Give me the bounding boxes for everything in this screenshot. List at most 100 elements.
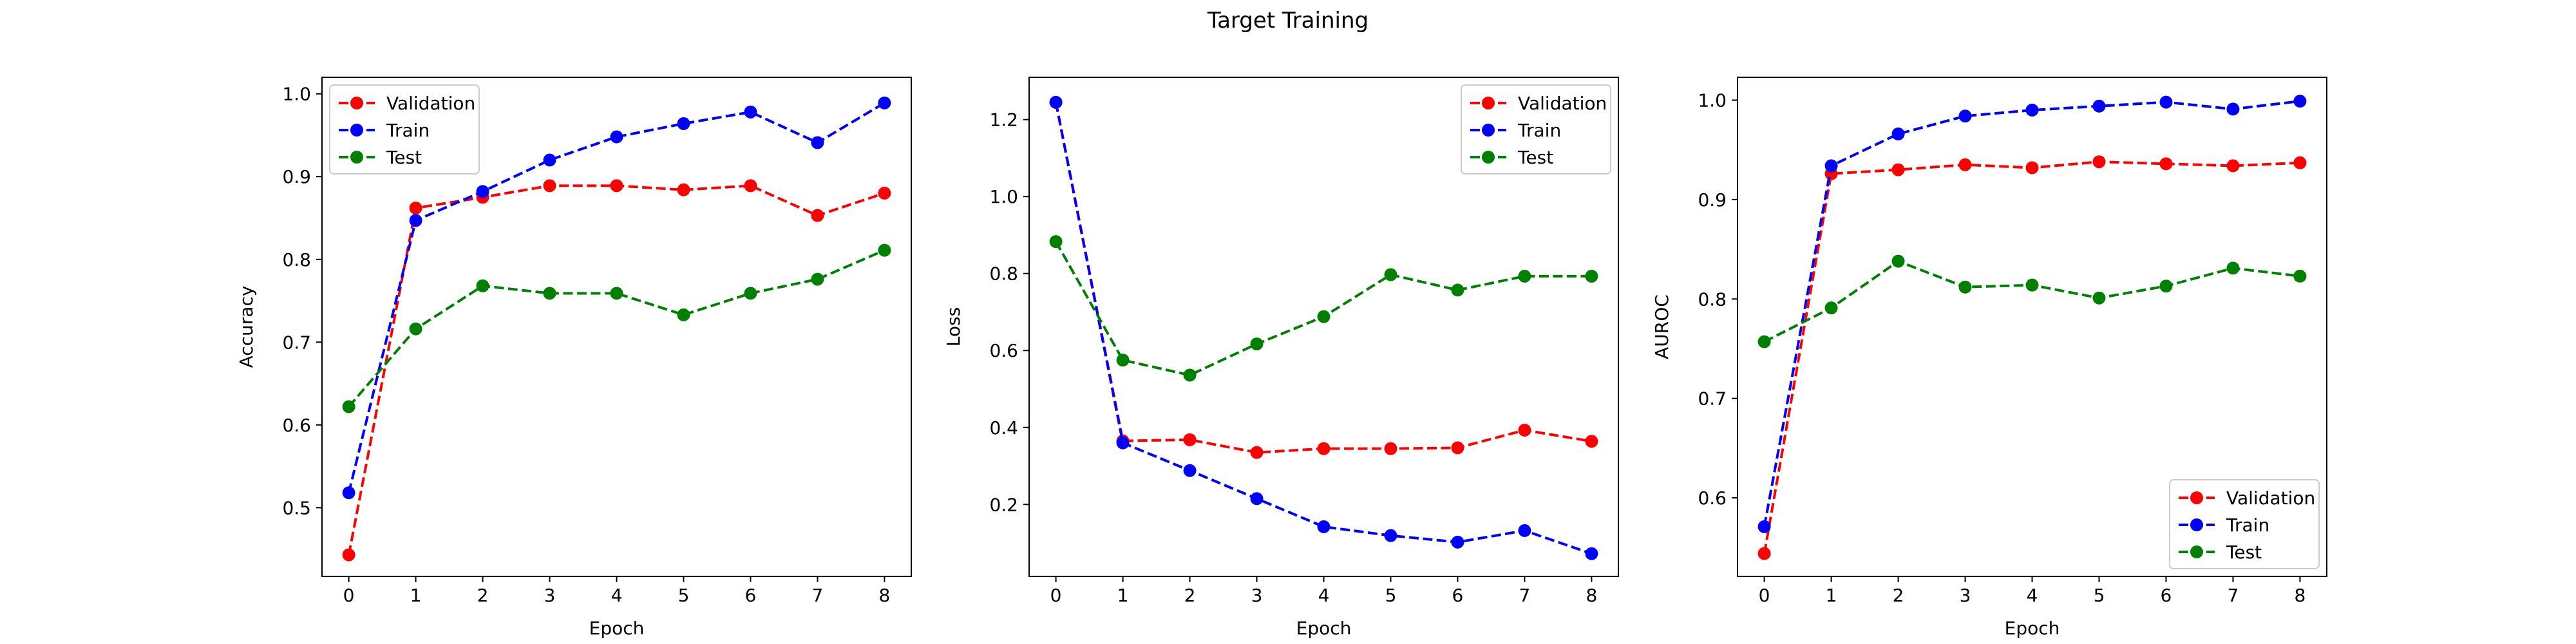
data-point [811,136,824,149]
x-tick-label: 7 [2228,585,2239,606]
x-tick-label: 5 [2094,585,2105,606]
legend-marker [350,151,363,164]
x-tick-label: 3 [544,585,556,606]
y-tick-label: 0.7 [1698,388,1727,410]
data-point [1891,127,1905,140]
data-point [811,272,824,286]
data-point [1116,354,1130,367]
legend-marker [2190,518,2203,531]
data-point [1451,283,1464,297]
data-point [1451,441,1464,455]
x-tick-label: 0 [1050,585,1062,606]
data-point [1451,535,1464,549]
data-point [1891,163,1905,176]
data-point [1958,109,1972,123]
data-point [2226,102,2240,116]
legend-label: Train [386,120,430,141]
data-point [2226,159,2240,173]
series-line [347,102,886,493]
legend-label: Test [386,147,422,168]
series-test [1757,254,2307,348]
data-point [543,179,556,193]
data-point [342,400,355,413]
data-point [1384,442,1397,455]
x-axis-label: Epoch [589,618,645,639]
data-point [744,287,757,300]
x-tick-label: 8 [878,585,890,606]
y-tick-label: 0.8 [1698,289,1727,310]
y-tick-label: 0.8 [282,249,311,270]
series-train [1049,95,1598,560]
data-point [2293,156,2307,169]
y-tick-label: 1.2 [989,109,1018,131]
data-point [1183,464,1197,477]
y-tick-label: 0.6 [1698,488,1727,509]
legend-label: Validation [386,93,475,114]
y-tick-label: 0.2 [989,494,1018,515]
x-tick-label: 6 [1452,585,1464,606]
data-point [2092,291,2106,305]
data-point [1518,524,1531,537]
legend-marker [1482,124,1495,137]
data-point [1757,335,1771,348]
legend-label: Validation [1518,93,1607,114]
data-point [677,117,690,130]
data-point [1317,442,1331,455]
y-tick-label: 0.7 [282,332,311,353]
y-tick-label: 0.4 [989,417,1018,439]
legend-entry-validation: Validation [1470,93,1607,114]
x-tick-label: 7 [1519,585,1531,606]
y-tick-label: 0.8 [989,263,1018,285]
data-point [2226,261,2240,275]
x-tick-label: 1 [1117,585,1129,606]
x-tick-label: 4 [1318,585,1330,606]
y-tick-label: 0.6 [282,415,311,436]
x-tick-label: 0 [1759,585,1770,606]
y-axis-label: Accuracy [236,286,257,368]
x-tick-label: 6 [745,585,757,606]
data-point [2025,278,2039,292]
legend-entry-train: Train [339,120,430,141]
x-tick-label: 4 [2027,585,2038,606]
data-point [1518,423,1531,437]
legend-label: Test [1517,147,1553,168]
data-point [610,130,623,144]
subplot-1: 0 1 2 3 4 5 6 7 8 0.5 0.6 0.7 0.8 0.9 1.0 Epoch Accuracy… [236,77,912,639]
x-tick-label: 4 [611,585,623,606]
data-point [2293,95,2307,108]
data-point [1250,492,1264,506]
legend-entry-test: Test [2179,542,2262,563]
data-point [2293,269,2307,283]
x-axis-label: Epoch [1296,618,1352,639]
legend: Validation Train Test [1461,84,1611,175]
subplot-2: 0 1 2 3 4 5 6 7 8 0.2 0.4 0.6 0.8 1.0 1.2 Epoch Loss Vali… [943,77,1619,639]
legend-entry-train: Train [1470,120,1561,141]
legend-label: Validation [2226,488,2315,509]
x-tick-label: 8 [2294,585,2306,606]
data-point [878,243,891,257]
data-point [1250,337,1264,351]
y-tick-label: 0.5 [282,497,311,518]
legend-marker [350,124,363,137]
data-point [744,105,757,118]
x-tick-label: 2 [1893,585,1904,606]
x-tick-label: 5 [678,585,690,606]
x-tick-label: 3 [1960,585,1971,606]
data-point [1183,433,1197,446]
data-point [2092,99,2106,113]
x-tick-label: 8 [1586,585,1597,606]
legend-entry-test: Test [339,147,422,168]
x-tick-label: 7 [812,585,824,606]
data-point [1049,95,1063,109]
series-line [1763,100,2300,527]
data-point [342,486,355,500]
series-train [342,96,891,500]
legend-label: Test [2226,542,2262,563]
x-axis-label: Epoch [2005,618,2060,639]
data-point [1958,280,1972,294]
data-point [1757,547,1771,560]
data-point [1317,520,1331,533]
y-tick-label: 0.9 [1698,189,1727,211]
data-point [2159,157,2173,171]
